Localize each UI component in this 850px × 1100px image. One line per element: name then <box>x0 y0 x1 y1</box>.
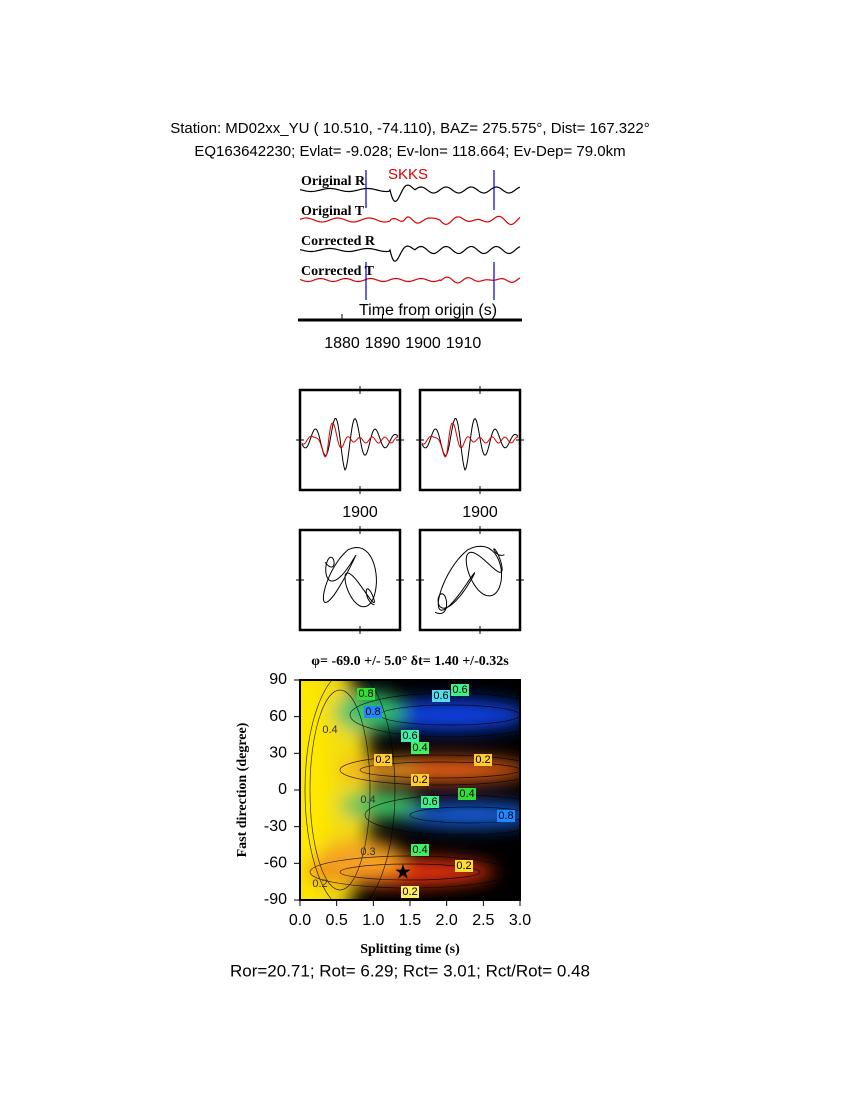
x-tick-label: 3.0 <box>509 912 531 929</box>
y-tick-label: -90 <box>264 891 287 908</box>
y-tick-label: -30 <box>264 818 287 835</box>
waveform <box>299 184 521 203</box>
x-tick-label: 1880 <box>324 335 360 352</box>
contour-label-box <box>374 754 392 766</box>
y-tick-label: 90 <box>269 671 287 688</box>
trace-label: Corrected T <box>301 264 375 279</box>
contour-label: 0.4 <box>360 794 375 806</box>
x-tick-label: 2.0 <box>436 912 458 929</box>
contour-label: 0.2 <box>412 774 427 786</box>
contour-label: 0.2 <box>375 754 390 766</box>
contour-label-box <box>421 796 439 808</box>
contour-label-box <box>411 844 429 856</box>
contour-label-box <box>401 886 419 898</box>
contour-label: 0.4 <box>412 844 427 856</box>
x-tick-label: 1910 <box>446 335 482 352</box>
contour-label: 0.6 <box>402 730 417 742</box>
contour-label: 0.8 <box>498 810 513 822</box>
contour-label: 0.6 <box>433 690 448 702</box>
contour-label-box <box>451 684 469 696</box>
y-tick-label: 60 <box>269 708 287 725</box>
x-tick-label: 0.0 <box>289 912 311 929</box>
panel-frame <box>298 528 402 632</box>
contour-label-box <box>458 788 476 800</box>
axis-label: Splitting time (s) <box>360 942 460 957</box>
contour-label: 0.6 <box>422 796 437 808</box>
y-tick-label: 0 <box>278 781 287 798</box>
x-tick-label: 1890 <box>365 335 401 352</box>
contour-label-box <box>401 730 419 742</box>
header-line: Station: MD02xx_YU ( 10.510, -74.110), B… <box>170 120 650 137</box>
y-tick-label: -60 <box>264 855 287 872</box>
trace-label: Corrected R <box>301 234 376 249</box>
contour-label-box <box>364 706 382 718</box>
window-panels <box>296 386 524 634</box>
contour-label: 0.8 <box>365 706 380 718</box>
contour-label: 0.2 <box>456 860 471 872</box>
contour-label-box <box>411 774 429 786</box>
x-tick-label: 0.5 <box>326 912 348 929</box>
contour-label: 0.2 <box>312 878 327 890</box>
phase-label: SKKS <box>388 166 428 183</box>
x-tick-label: 1.0 <box>362 912 384 929</box>
x-tick-label: 1900 <box>462 504 498 521</box>
axis-label: Time from origin (s) <box>359 302 497 319</box>
grid-search: ★ 0.8 0.60.40.60.80.60.40.20.20.20.40.60.… <box>299 679 521 901</box>
waveform <box>421 417 519 472</box>
x-tick-label: 1900 <box>342 504 378 521</box>
trace-label: Original T <box>301 204 365 219</box>
particle-motion <box>434 545 505 615</box>
panel-frame <box>418 528 522 632</box>
contour-label-box <box>455 860 473 872</box>
waveform <box>299 245 521 262</box>
contour-label: 0.4 <box>412 742 427 754</box>
grid-title: φ= -69.0 +/- 5.0° δt= 1.40 +/-0.32s <box>311 654 509 669</box>
contour-label: 0.2 <box>475 754 490 766</box>
contour-label-box <box>432 690 450 702</box>
best-fit-star: ★ <box>394 862 412 884</box>
waveform <box>421 422 519 458</box>
footer: Ror=20.71; Rot= 6.29; Rct= 3.01; Rct/Rot… <box>230 961 590 980</box>
contour-label: 0.2 <box>402 886 417 898</box>
y-tick-label: 30 <box>269 745 287 762</box>
contour-label-box <box>474 754 492 766</box>
contour-label: 0.6 <box>452 684 467 696</box>
contour-label-box <box>497 810 515 822</box>
x-tick-label: 1.5 <box>399 912 421 929</box>
trace-label: Original R <box>301 174 366 189</box>
waveform <box>299 215 521 226</box>
contour-label: 0.4 <box>322 724 337 736</box>
contour-label-box <box>357 688 375 700</box>
x-tick-label: 1900 <box>405 335 441 352</box>
contour-label: 0.3 <box>360 846 375 858</box>
contour-label-box <box>411 742 429 754</box>
waveform <box>299 276 521 284</box>
particle-motion <box>322 546 377 608</box>
waveform <box>301 417 399 472</box>
contour-label: 0.8 <box>358 688 373 700</box>
header-line: EQ163642230; Evlat= -9.028; Ev-lon= 118.… <box>194 143 625 160</box>
trace-panel: Original R Original T Corrected R Corrected… <box>299 170 521 300</box>
axis-label: Fast direction (degree) <box>235 722 250 857</box>
contour-label: 0.4 <box>459 788 474 800</box>
x-tick-label: 2.5 <box>472 912 494 929</box>
waveform <box>301 422 399 458</box>
